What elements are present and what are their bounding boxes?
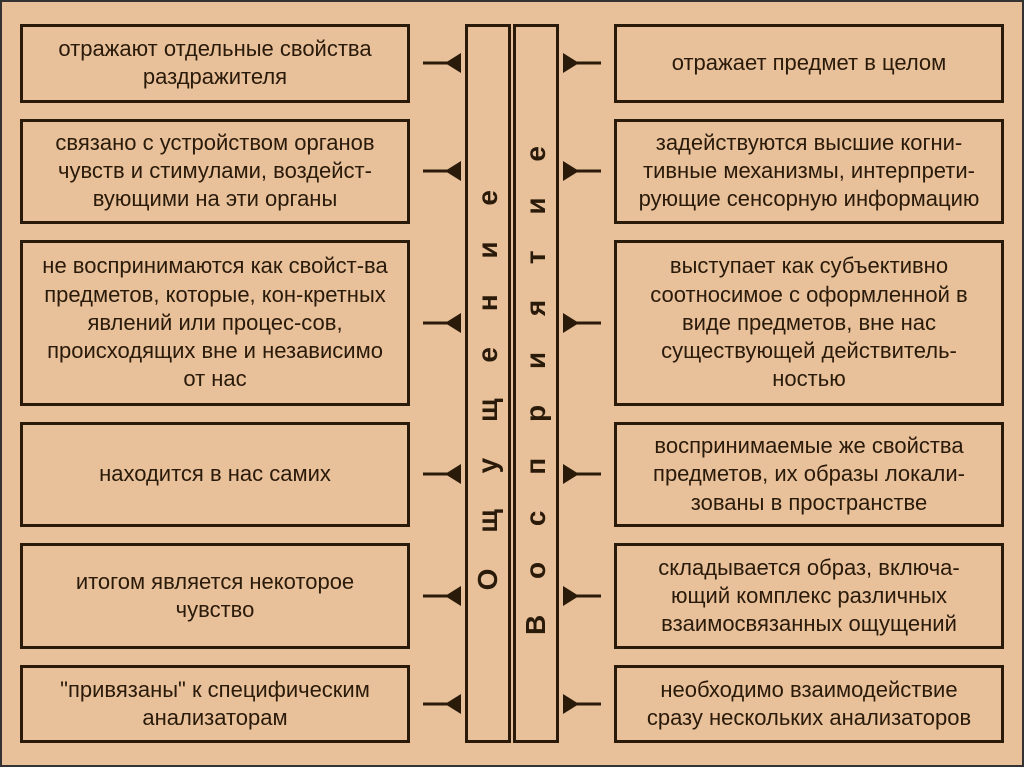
center-col-right: В о с п р и я т и е [513, 24, 559, 743]
arrow-head-icon [563, 53, 579, 73]
comparison-box: отражает предмет в целом [614, 24, 1004, 103]
box-text: находится в нас самих [99, 460, 331, 488]
box-text: задействуются высшие когни-тивные механи… [631, 129, 987, 213]
center-label-right: В о с п р и я т и е [520, 132, 552, 635]
comparison-box: находится в нас самих [20, 422, 410, 527]
box-text: отражает предмет в целом [672, 49, 947, 77]
box-text: воспринимаемые же свойства предметов, их… [631, 432, 987, 516]
comparison-box: необходимо взаимодействие сразу нескольк… [614, 665, 1004, 744]
box-text: складывается образ, включа-ющий комплекс… [631, 554, 987, 638]
arrow-head-icon [563, 313, 579, 333]
center-columns: О щ у щ е н и е В о с п р и я т и е [465, 24, 559, 743]
arrow-head-icon [445, 53, 461, 73]
arrow-head-icon [563, 694, 579, 714]
right-column: отражает предмет в целом задействуются вы… [614, 24, 1004, 743]
arrow-head-icon [445, 313, 461, 333]
arrow-head-icon [563, 586, 579, 606]
comparison-box: выступает как субъективно соотносимое с … [614, 240, 1004, 406]
arrow-head-icon [563, 161, 579, 181]
box-text: необходимо взаимодействие сразу нескольк… [631, 676, 987, 732]
comparison-box: отражают отдельные свойства раздражителя [20, 24, 410, 103]
arrow-head-icon [445, 586, 461, 606]
arrow-head-icon [563, 464, 579, 484]
box-text: итогом является некоторое чувство [37, 568, 393, 624]
comparison-box: связано с устройством органов чувств и с… [20, 119, 410, 224]
comparison-box: итогом является некоторое чувство [20, 543, 410, 648]
arrow-head-icon [445, 694, 461, 714]
arrow-head-icon [445, 464, 461, 484]
center-label-left: О щ у щ е н и е [472, 176, 504, 590]
box-text: отражают отдельные свойства раздражителя [37, 35, 393, 91]
comparison-box: "привязаны" к специфическим анализаторам [20, 665, 410, 744]
arrow-head-icon [445, 161, 461, 181]
box-text: связано с устройством органов чувств и с… [37, 129, 393, 213]
comparison-box: воспринимаемые же свойства предметов, их… [614, 422, 1004, 527]
center-col-left: О щ у щ е н и е [465, 24, 511, 743]
comparison-box: задействуются высшие когни-тивные механи… [614, 119, 1004, 224]
comparison-box: складывается образ, включа-ющий комплекс… [614, 543, 1004, 648]
box-text: "привязаны" к специфическим анализаторам [37, 676, 393, 732]
left-column: отражают отдельные свойства раздражителя… [20, 24, 410, 743]
box-text: не воспринимаются как свойст-ва предмето… [37, 252, 393, 393]
comparison-box: не воспринимаются как свойст-ва предмето… [20, 240, 410, 406]
box-text: выступает как субъективно соотносимое с … [631, 252, 987, 393]
